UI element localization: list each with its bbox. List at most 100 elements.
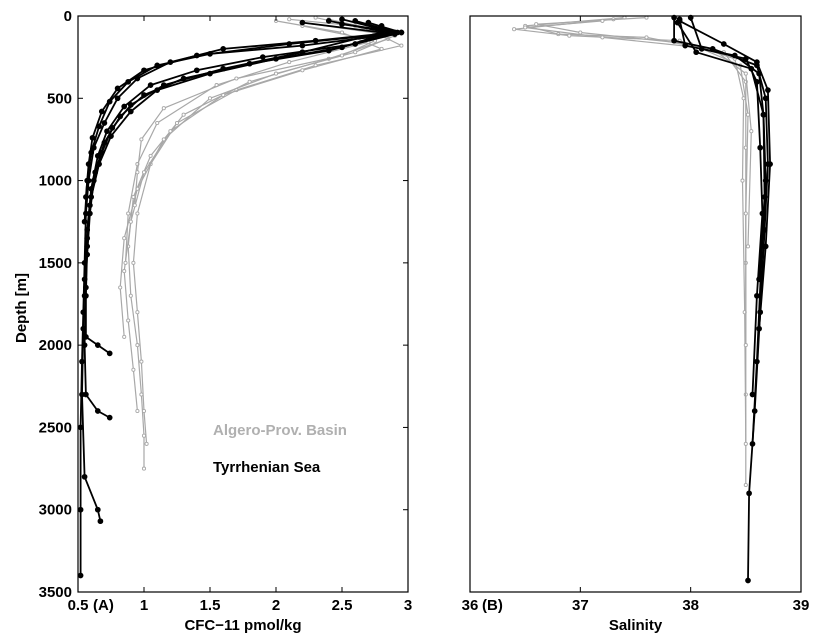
panel-a-label: (A) <box>93 597 114 614</box>
data-point-a-9-13 <box>94 342 101 348</box>
data-point-a-12-8 <box>85 161 92 167</box>
data-point-a-2-10 <box>131 367 136 372</box>
data-point-a-5-5 <box>139 137 144 142</box>
data-point-a-12-1 <box>398 29 405 36</box>
data-point-a-8-13 <box>83 391 89 398</box>
data-point-a-4-5 <box>155 120 160 126</box>
panel-a-x-ticks: 0.5 1 1.5 2 2.5 3 <box>68 16 412 614</box>
data-point-a-12-0 <box>339 21 345 28</box>
y-tick-label: 500 <box>47 90 72 107</box>
data-point-a-10-3 <box>220 65 227 72</box>
data-point-b-6-7 <box>749 391 756 398</box>
series-line-b-8 <box>676 22 766 280</box>
series-line-b-6 <box>689 17 764 395</box>
x-tick-label: 37 <box>572 597 589 614</box>
data-point-b-0-9 <box>743 482 748 488</box>
y-tick-label: 3500 <box>39 584 72 601</box>
data-point-a-9-2 <box>325 47 332 54</box>
data-point-a-2-9 <box>126 318 131 323</box>
data-point-a-12-2 <box>286 41 293 47</box>
data-point-b-8-2 <box>748 65 755 72</box>
series-line-a-10 <box>83 21 383 296</box>
data-point-a-7-3 <box>259 54 266 60</box>
data-point-b-3-0 <box>600 18 605 23</box>
x-tick-label: 2.5 <box>332 597 353 614</box>
panel-a-y-axis-label: Depth [m] <box>13 273 30 343</box>
data-point-a-0-5 <box>181 112 186 117</box>
data-point-b-3-1 <box>523 25 528 30</box>
data-point-b-7-3 <box>765 87 771 93</box>
y-tick-label: 1500 <box>39 255 72 272</box>
data-point-a-12-4 <box>141 67 147 74</box>
data-point-a-10-5 <box>127 102 134 108</box>
data-point-a-0-10 <box>135 343 140 348</box>
data-point-a-9-0 <box>352 18 359 24</box>
data-point-a-5-3 <box>234 76 239 81</box>
data-point-a-11-0 <box>378 23 385 29</box>
data-point-a-8-6 <box>127 108 134 115</box>
y-tick-label: 0 <box>64 8 72 25</box>
data-point-b-7-4 <box>767 161 773 167</box>
data-point-b-1-2 <box>567 33 572 38</box>
data-point-a-3-9 <box>122 334 127 339</box>
data-point-a-5-6 <box>135 170 140 175</box>
data-point-a-3-8 <box>118 285 123 290</box>
data-point-b-6-1 <box>698 46 705 52</box>
data-point-b-6-6 <box>754 292 760 299</box>
data-point-a-3-2 <box>353 50 358 55</box>
data-point-a-12-9 <box>83 194 89 200</box>
data-point-a-1-9 <box>135 310 140 315</box>
data-point-a-6-7 <box>101 120 108 126</box>
data-point-b-8-5 <box>756 276 762 283</box>
x-tick-label: 38 <box>682 597 699 614</box>
data-point-a-0-12 <box>141 433 147 438</box>
data-point-b-3-2 <box>600 35 605 40</box>
series-line-a-5 <box>134 25 376 206</box>
data-point-b-1-6 <box>740 178 745 183</box>
data-point-a-10-4 <box>160 82 167 88</box>
x-tick-label: 36 <box>462 597 479 614</box>
series-line-a-3 <box>119 22 396 337</box>
data-point-a-7-6 <box>121 103 128 110</box>
data-point-a-0-6 <box>148 153 153 158</box>
data-point-a-10-0 <box>299 19 306 26</box>
data-point-a-3-4 <box>207 96 213 101</box>
data-point-b-7-5 <box>762 243 769 250</box>
data-point-a-11-2 <box>299 42 306 49</box>
data-point-b-3-5 <box>749 129 754 134</box>
panel-a: 0.5 1 1.5 2 2.5 3 0 500 1000 1500 2000 2500 3000 350… <box>13 8 412 634</box>
data-point-a-10-10 <box>84 251 91 258</box>
data-point-b-5-1 <box>682 42 689 49</box>
data-point-a-0-0 <box>287 17 292 22</box>
data-point-a-7-16 <box>97 518 104 525</box>
panel-a-series <box>77 15 405 579</box>
data-point-a-1-10 <box>139 359 144 364</box>
data-point-a-10-11 <box>81 292 88 299</box>
panel-a-y-ticks: 0 500 1000 1500 2000 2500 3000 3500 <box>39 8 408 601</box>
data-point-a-5-4 <box>161 106 166 111</box>
legend-entry-tyrrhenian-sea: Tyrrhenian Sea <box>213 459 321 476</box>
data-point-a-7-5 <box>147 82 154 88</box>
data-point-a-10-2 <box>299 49 306 56</box>
y-tick-label: 3000 <box>39 502 72 519</box>
data-point-a-12-6 <box>98 108 105 115</box>
data-point-a-4-3 <box>287 60 292 65</box>
data-point-b-0-3 <box>644 35 649 40</box>
x-tick-label: 3 <box>404 597 412 614</box>
panel-b: 36 37 38 39 Salinity (B) <box>462 14 809 634</box>
x-tick-label: 2 <box>272 597 280 614</box>
data-point-a-12-5 <box>114 85 121 92</box>
data-point-a-9-14 <box>106 350 113 357</box>
data-point-b-4-1 <box>671 37 677 44</box>
data-point-a-1-2 <box>399 43 404 48</box>
data-point-a-3-3 <box>273 71 279 76</box>
data-point-b-5-8 <box>749 441 756 447</box>
data-point-a-1-8 <box>131 260 136 265</box>
data-point-a-12-7 <box>89 134 96 141</box>
data-point-a-9-12 <box>83 334 89 340</box>
data-point-a-5-2 <box>339 53 345 58</box>
data-point-b-1-8 <box>743 441 748 446</box>
data-point-a-7-7 <box>104 128 110 135</box>
data-point-a-2-2 <box>379 46 384 51</box>
